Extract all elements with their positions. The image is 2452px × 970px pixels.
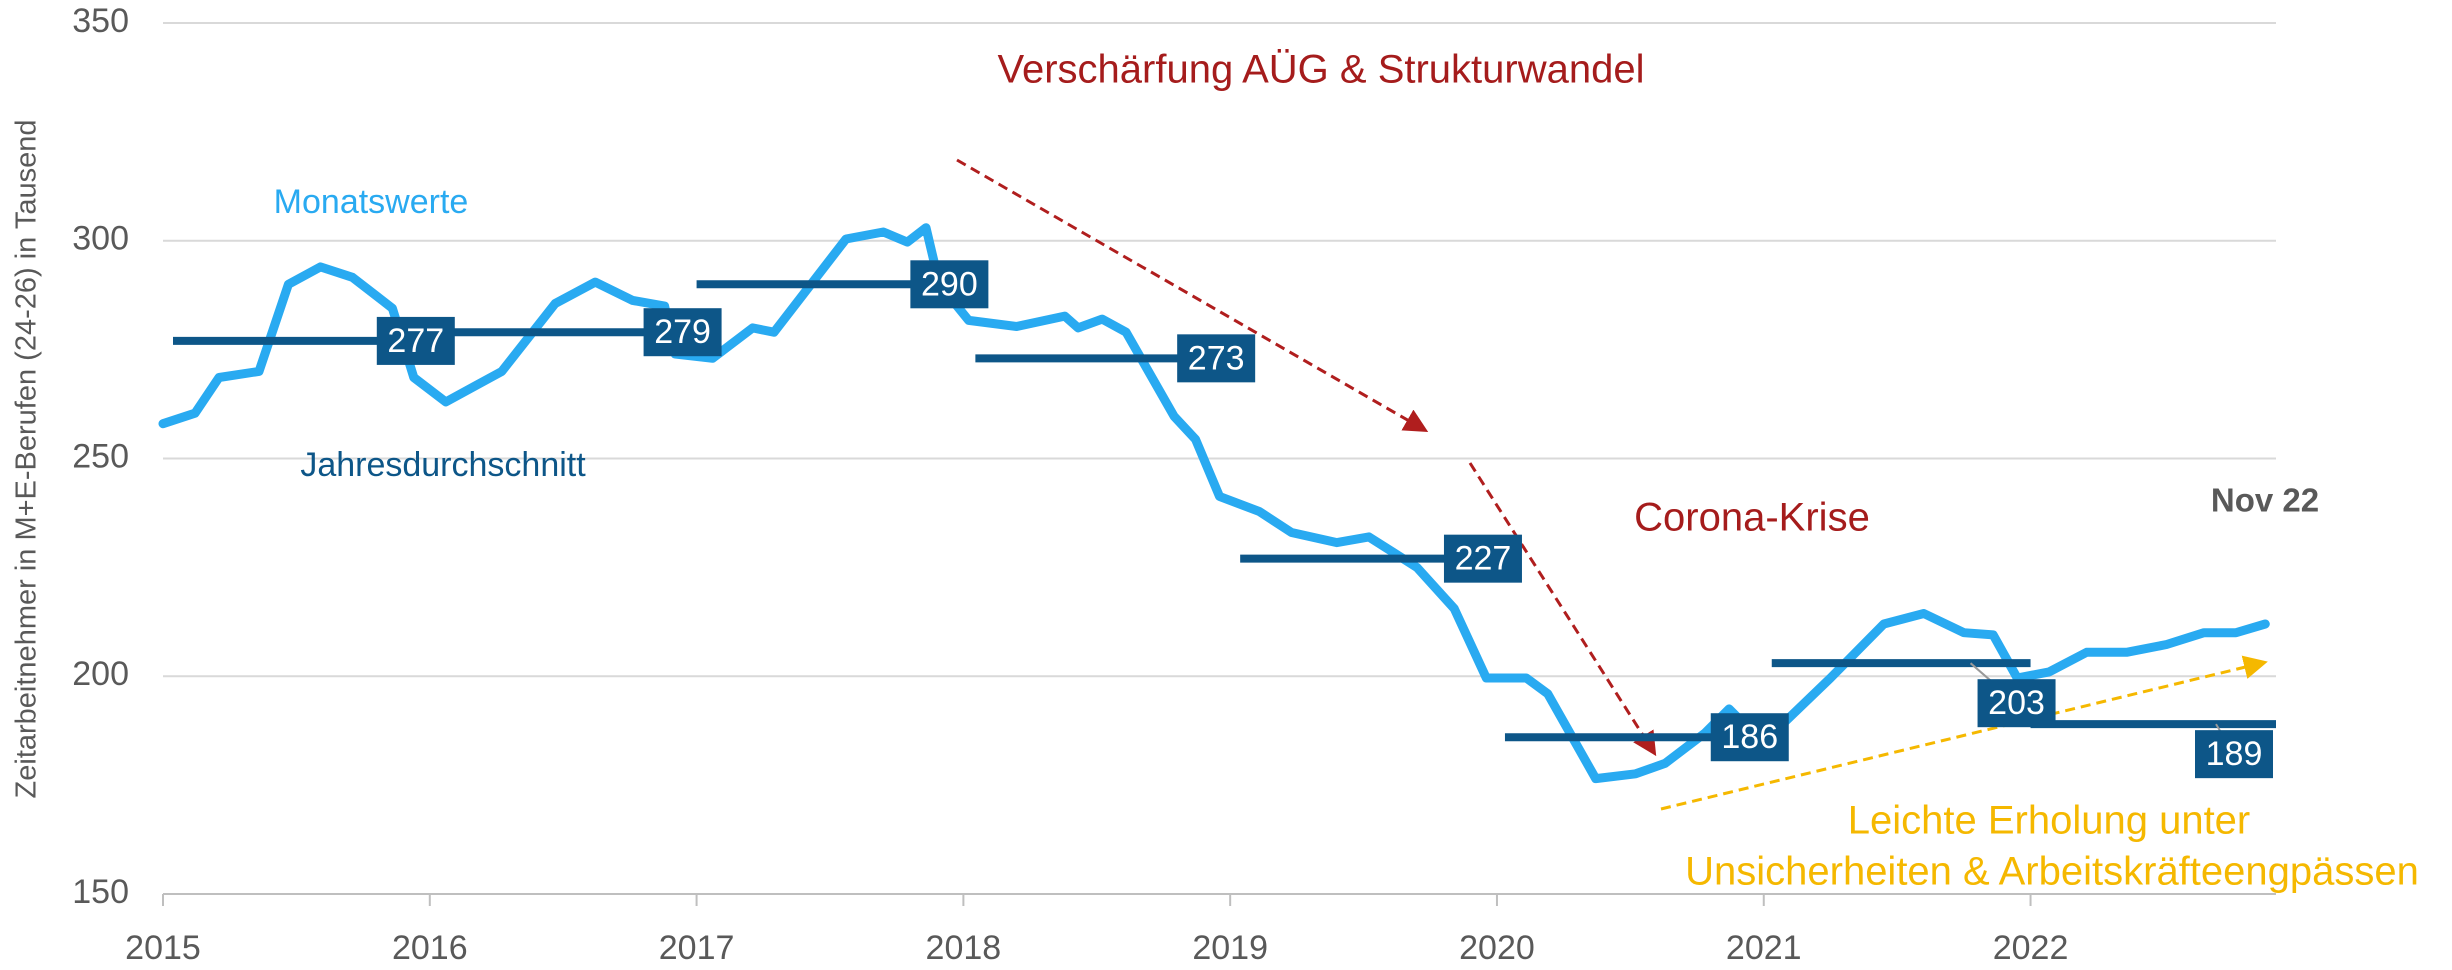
y-tick-label: 250 [72, 437, 129, 475]
x-tick-label: 2015 [125, 929, 201, 967]
value-label: 277 [387, 322, 444, 360]
x-tick-label: 2021 [1726, 929, 1802, 967]
value-box [1443, 534, 1522, 583]
value-box [2195, 730, 2273, 779]
y-tick-label: 300 [72, 220, 129, 258]
y-tick-label: 350 [72, 2, 129, 40]
value-label: 273 [1188, 339, 1245, 377]
value-label: 203 [1988, 684, 2045, 722]
annotation: Nov 22 [2211, 482, 2319, 519]
x-tick-label: 2016 [392, 929, 468, 967]
value-box [1977, 679, 2056, 728]
x-tick-label: 2017 [659, 929, 735, 967]
legend-label: Monatswerte [274, 183, 469, 221]
value-box [910, 260, 989, 309]
arrow [956, 158, 1429, 432]
annotation: Leichte Erholung unter [1848, 799, 2251, 843]
value-label: 186 [1721, 718, 1778, 756]
arrow [1660, 655, 2268, 811]
value-box [376, 316, 455, 365]
value-label: 227 [1455, 540, 1512, 578]
value-label: 279 [654, 313, 711, 351]
monthly-line [158, 223, 2270, 784]
value-box [1177, 334, 1256, 383]
x-tick-label: 2019 [1192, 929, 1268, 967]
annotation: Corona-Krise [1634, 496, 1870, 540]
y-axis-label: Zeitarbeitnehmer in M+E-Berufen (24-26) … [11, 120, 43, 799]
y-tick-label: 200 [72, 655, 129, 693]
legend-label: Jahresdurchschnitt [300, 446, 586, 484]
x-tick-label: 2018 [926, 929, 1002, 967]
y-tick-label: 150 [72, 873, 129, 911]
annotation: Unsicherheiten & Arbeitskräfteengpässen [1685, 850, 2419, 894]
x-tick-label: 2020 [1459, 929, 1535, 967]
value-box [1710, 713, 1789, 762]
value-label: 290 [921, 265, 978, 303]
value-box [643, 308, 722, 357]
annotation: Verschärfung AÜG & Strukturwandel [998, 48, 1645, 92]
arrow [1468, 462, 1657, 757]
value-label: 189 [2206, 735, 2263, 773]
x-tick-label: 2022 [1993, 929, 2069, 967]
